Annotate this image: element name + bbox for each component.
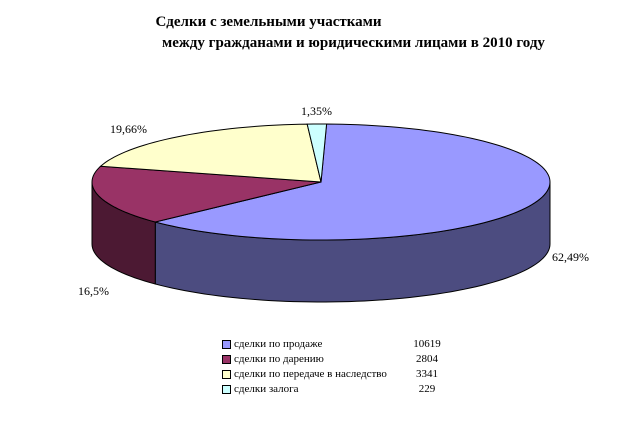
pie-label-inheritance: 19,66% [110, 122, 147, 136]
legend-value-sale: 10619 [413, 338, 441, 350]
legend-label-gift: сделки по дарению [234, 353, 324, 365]
legend-value-inheritance: 3341 [416, 368, 438, 380]
chart-title-line-2: между гражданами и юридическими лицами в… [162, 35, 545, 51]
pie-percent-labels: 62,49% 16,5% 19,66% 1,35% [78, 104, 589, 298]
legend-value-gift: 2804 [416, 353, 438, 365]
legend-label-inheritance: сделки по передаче в наследство [234, 368, 387, 380]
legend-swatch-sale [222, 340, 231, 349]
chart-title: Сделки с земельными участками между граж… [0, 12, 637, 54]
pie-label-pledge: 1,35% [301, 104, 332, 118]
pie-slice-inheritance [99, 123, 322, 183]
legend-label-sale: сделки по продаже [234, 338, 323, 350]
legend-swatch-gift [222, 355, 231, 364]
chart-title-line-1: Сделки с земельными участками [155, 14, 382, 30]
pie-slice-pledge [306, 123, 328, 183]
pie-label-sale: 62,49% [552, 250, 589, 264]
pie-top-faces [91, 123, 551, 241]
legend-value-pledge: 229 [418, 383, 436, 395]
pie-slice-gift [91, 165, 322, 223]
legend-swatch-pledge [222, 385, 231, 394]
legend-swatch-inheritance [222, 370, 231, 379]
pie-slice-sale [155, 123, 551, 241]
pie-label-gift: 16,5% [78, 284, 109, 298]
legend-label-pledge: сделки залога [234, 383, 299, 395]
